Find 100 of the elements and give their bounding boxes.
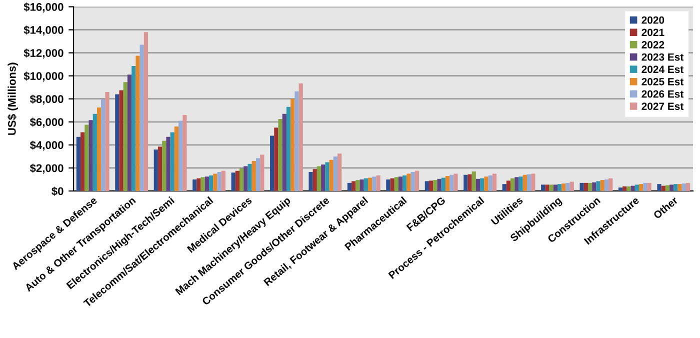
bar: [132, 66, 136, 191]
bar: [678, 184, 682, 191]
bar: [308, 172, 313, 191]
bar: [488, 175, 492, 191]
bar: [441, 178, 446, 191]
bar: [196, 178, 201, 191]
bar: [298, 83, 303, 191]
bar: [506, 180, 511, 191]
legend-label: 2026 Est: [642, 90, 684, 98]
legend-label: 2021: [642, 28, 664, 36]
y-tick-label: $16,000: [24, 2, 64, 13]
bar: [92, 114, 97, 191]
bar: [329, 160, 334, 191]
bar: [480, 178, 484, 191]
bar: [661, 186, 666, 191]
bar: [248, 164, 252, 191]
bar: [368, 178, 372, 191]
bar: [686, 182, 690, 191]
bar: [630, 186, 635, 191]
y-axis-title: US$ (Millions): [8, 62, 18, 135]
bar: [390, 178, 394, 191]
bar: [209, 175, 214, 191]
bar: [682, 183, 686, 191]
bar: [286, 106, 291, 191]
bar: [88, 120, 93, 191]
bar: [96, 108, 102, 191]
bar: [123, 82, 128, 191]
bar: [604, 179, 609, 191]
legend-label: 2020: [642, 16, 664, 24]
bar: [204, 176, 210, 191]
y-tick-label: $0: [52, 186, 64, 196]
bar: [580, 182, 584, 191]
bar: [360, 179, 364, 191]
bar: [450, 174, 454, 191]
bar: [502, 184, 506, 191]
bar: [256, 158, 260, 191]
bar: [674, 184, 678, 191]
bar: [665, 185, 670, 191]
bar: [670, 184, 674, 191]
bar: [252, 161, 256, 191]
bar: [394, 177, 398, 191]
bar: [596, 181, 600, 191]
bar: [468, 174, 472, 191]
bar: [522, 174, 527, 191]
bar: [119, 90, 124, 191]
bar: [433, 180, 438, 191]
bar: [290, 98, 295, 191]
bar: [592, 182, 596, 191]
bar: [398, 176, 403, 191]
y-tick-label: $2,000: [30, 164, 64, 174]
bar: [584, 182, 588, 191]
legend-label: 2023 Est: [642, 53, 684, 61]
bar: [213, 174, 218, 191]
bar: [510, 178, 515, 191]
bar: [553, 184, 558, 191]
bar: [182, 114, 187, 191]
bar: [414, 170, 420, 191]
bar: [101, 99, 106, 191]
bar: [472, 171, 476, 191]
bar: [325, 162, 330, 191]
bar: [410, 172, 415, 191]
bar: [278, 119, 282, 191]
bar: [600, 180, 604, 191]
bar: [657, 184, 662, 191]
bar: [260, 154, 264, 191]
bar: [626, 186, 631, 191]
y-tick-label: $8,000: [30, 94, 64, 105]
bar: [321, 164, 326, 191]
bar: [562, 183, 566, 191]
y-tick-label: $14,000: [24, 26, 64, 36]
bar: [174, 126, 179, 191]
bar: [428, 180, 434, 191]
bar: [144, 32, 148, 191]
bar: [316, 166, 322, 191]
bar: [618, 188, 623, 191]
bar: [294, 91, 299, 191]
bar: [484, 176, 488, 191]
bar: [476, 178, 480, 191]
bar: [338, 154, 342, 191]
bar: [217, 172, 222, 191]
bar: [464, 174, 468, 191]
bar: [154, 150, 158, 191]
bar: [643, 182, 648, 191]
bar: [406, 174, 411, 191]
y-tick-label: $12,000: [24, 48, 64, 59]
bar: [231, 172, 236, 191]
bar: [221, 170, 226, 191]
bar: [570, 182, 574, 191]
bar: [312, 169, 317, 191]
bar: [545, 184, 550, 191]
bar: [639, 184, 644, 191]
bar: [192, 179, 197, 191]
bar: [270, 136, 274, 191]
bar: [647, 182, 652, 191]
bar: [140, 44, 144, 191]
bar: [402, 175, 407, 191]
legend-label: 2022: [642, 41, 664, 48]
bar: [454, 174, 458, 191]
bar: [634, 184, 640, 191]
bar: [445, 176, 450, 191]
